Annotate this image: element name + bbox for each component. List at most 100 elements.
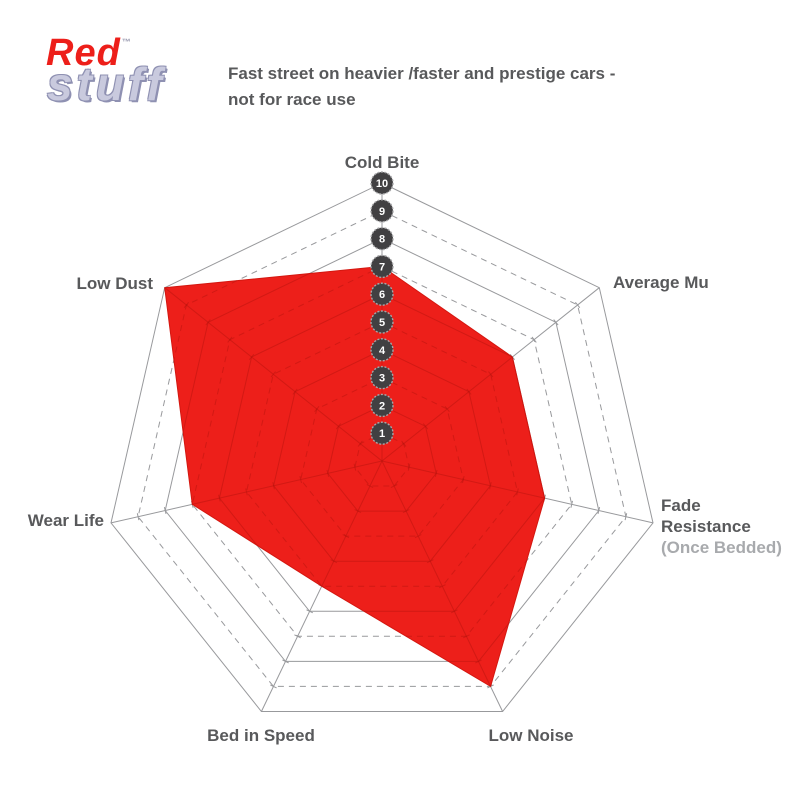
grid-tick [282,659,289,664]
grid-ring-7 [191,266,545,637]
scale-badge-6: 6 [370,282,394,306]
grid-tick [444,405,450,413]
grid-tick [426,559,434,564]
grid-tick [489,482,492,490]
scale-badge-8: 8 [370,226,394,251]
scale-badge-circle [370,282,394,306]
scale-badge-5: 5 [370,310,394,334]
logo-stuff-text: stuff [47,58,166,110]
grid-tick [422,423,429,430]
scale-badge-number: 5 [379,317,385,329]
axis-label-3: Low Noise [488,726,573,745]
grid-tick [342,534,350,539]
grid-tick [357,440,363,447]
grid-tick [516,488,519,496]
axis-label-line: Low Dust [77,274,154,293]
trademark-symbol: ™ [121,37,132,47]
axis-label-line: Resistance [661,517,751,536]
grid-tick [270,684,277,689]
logo-red-text: Red [46,32,121,74]
grid-tick [299,475,302,484]
scale-badge-number: 10 [376,178,388,190]
scale-badge-number: 4 [379,345,386,357]
grid-tick [466,388,472,395]
grid-tick [462,475,465,484]
grid-tick [624,513,628,521]
axis-label-line: Cold Bite [345,153,420,172]
scale-badge-1: 1 [370,421,394,445]
grid-tick [366,484,374,489]
grid-tick [407,463,411,471]
scale-badge-number: 6 [379,289,385,301]
grid-tick [401,440,407,447]
scale-badge-circle [370,338,394,362]
axis-label-line: Low Noise [488,726,573,745]
grid-tick [553,319,559,326]
grid-tick [463,634,470,639]
scale-badge-circle [370,171,394,195]
axis-label-line: Wear Life [28,511,104,530]
grid-tick [270,371,276,378]
grid-inside-polygon [164,266,545,687]
axis-label-line: Bed in Speed [207,726,315,745]
scale-badge-number: 9 [379,206,385,218]
grid-ring-6 [218,293,545,612]
scale-badge-number: 2 [379,400,385,412]
grid-tick [353,463,357,471]
grid-ring-4 [273,349,491,562]
grid-tick [272,482,275,490]
grid-ring-9 [164,266,545,687]
scale-badge-circle [370,226,394,251]
description-line-1: Fast street on heavier /faster and prest… [228,64,616,83]
scale-badge-circle [370,421,394,445]
grid-tick [390,484,398,489]
grid-tick [402,509,410,514]
scale-badge-circle [370,393,394,418]
axis-label-line: Average Mu [613,273,709,292]
description-line-2: not for race use [228,90,356,110]
axis-label-0: Cold Bite [345,153,420,172]
scale-badge-number: 3 [379,373,385,385]
grid-tick [218,494,221,502]
scale-badge-3: 3 [370,365,394,390]
axis-label-line: (Once Bedded) [661,538,782,557]
logo-red-word: Red™ [46,34,132,72]
grid-tick [475,659,482,664]
grid-tick [249,353,255,361]
grid-tick [330,559,338,564]
redstuff-logo: Red™ stuff [46,34,166,107]
chart-description: Fast street on heavier /faster and prest… [228,61,698,114]
grid-tick [245,488,248,496]
scale-badge-10: 10 [370,171,394,195]
grid-tick [354,509,362,514]
data-polygon [164,265,546,688]
scale-badge-2: 2 [370,393,394,418]
grid-tick [227,336,233,343]
grid-tick [438,584,446,589]
grid-tick [183,301,189,309]
grid-tick [326,469,330,477]
grid-ring-5 [245,321,519,587]
grid-tick [597,506,601,515]
grid-tick [488,371,494,378]
grid-tick [292,388,298,395]
scale-badge-number: 1 [379,428,385,440]
scale-badge-number: 8 [379,234,385,246]
grid-tick [163,506,167,515]
grid-tick [306,609,314,614]
scale-badge-7: 7 [370,254,394,279]
grid-tick [531,336,537,343]
grid-tick [314,405,320,413]
axis-label-1: Average Mu [613,273,709,292]
scale-badge-circle [370,365,394,390]
scale-badge-circle [370,310,394,334]
scale-badges: 10 9 8 7 6 5 4 3 2 1 [370,171,394,445]
scale-badge-circle [370,199,394,223]
grid-ring-3 [300,377,464,537]
grid-tick [414,534,422,539]
grid-tick [205,319,211,326]
axis-label-line: Fade [661,496,701,515]
axis-label-5: Wear Life [28,511,104,530]
grid-tick [570,500,573,508]
